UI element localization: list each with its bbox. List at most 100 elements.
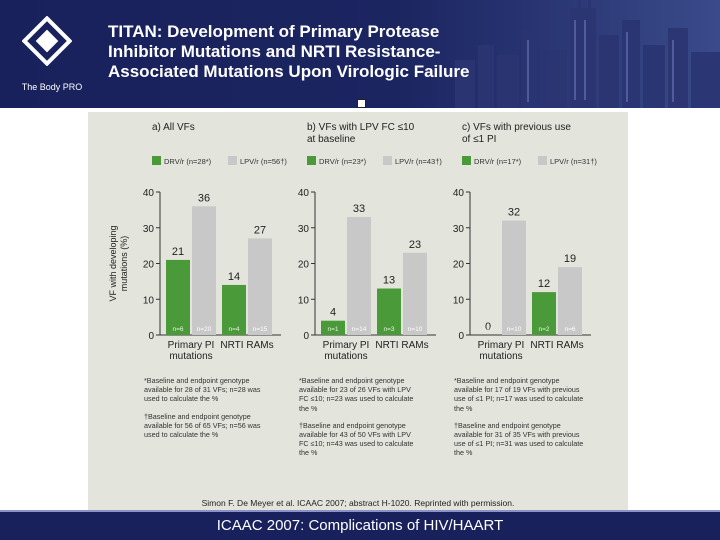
footnote-line: the % bbox=[454, 403, 473, 413]
footnote: †Baseline and endpoint genotype available… bbox=[299, 421, 413, 458]
y-tick-label: 20 bbox=[453, 260, 465, 271]
bar-charts: a) All VFs DRV/r (n=28*) LPV/r (n=56†) 0 10 2… bbox=[108, 122, 597, 362]
chart-title: c) VFs with previous use bbox=[462, 122, 571, 133]
footnote-line: available for 23 of 26 VFs with LPV bbox=[299, 385, 411, 395]
bar bbox=[222, 284, 246, 335]
y-tick-label: 10 bbox=[143, 295, 155, 306]
chart-title: at baseline bbox=[307, 134, 356, 145]
category-label: Primary PI bbox=[323, 340, 370, 351]
selection-marker bbox=[357, 99, 366, 108]
logo-text: The Body PRO bbox=[21, 82, 83, 92]
legend-label: LPV/r (n=56†) bbox=[240, 157, 287, 166]
title-line: TITAN: Development of Primary Protease bbox=[108, 22, 440, 41]
footnote-line: used to calculate the % bbox=[144, 430, 219, 439]
footnote-line: the % bbox=[454, 448, 473, 458]
chart-title: b) VFs with LPV FC ≤10 bbox=[307, 122, 415, 133]
legend-label: DRV/r (n=23*) bbox=[319, 157, 367, 166]
footer-divider bbox=[0, 510, 720, 512]
footnote-line: †Baseline and endpoint genotype bbox=[454, 420, 561, 430]
n-label: n=3 bbox=[383, 326, 394, 333]
n-label: n=10 bbox=[408, 326, 423, 333]
footnote-line: the % bbox=[299, 403, 318, 413]
category-label: mutations bbox=[479, 351, 522, 362]
footnote-line: used to calculate the % bbox=[144, 394, 219, 404]
footnote: †Baseline and endpoint genotype available… bbox=[454, 421, 583, 458]
footnote-line: FC ≤10; n=43 was used to calculate bbox=[299, 439, 414, 449]
data-label: 14 bbox=[228, 271, 240, 283]
footnote-line: available for 56 of 65 VFs; n=56 was bbox=[144, 420, 261, 430]
footnote: *Baseline and endpoint genotype available… bbox=[299, 376, 413, 413]
bar bbox=[248, 238, 272, 335]
legend-swatch bbox=[228, 156, 237, 165]
footnote-line: available for 31 of 35 VFs with previous bbox=[454, 430, 580, 439]
n-label: n=14 bbox=[352, 326, 367, 333]
n-label: n=6 bbox=[172, 326, 183, 333]
y-tick-label: 0 bbox=[458, 331, 464, 342]
footnotes-area: *Baseline and endpoint genotype available… bbox=[88, 112, 628, 510]
n-label: n=15 bbox=[253, 326, 268, 333]
bar bbox=[377, 288, 401, 335]
n-label: n=6 bbox=[564, 326, 575, 333]
y-tick-label: 0 bbox=[303, 331, 309, 342]
footnote-line: †Baseline and endpoint genotype bbox=[299, 420, 406, 430]
legend-swatch bbox=[383, 156, 392, 165]
body-pro-logo-icon bbox=[22, 16, 72, 66]
n-label: n=2 bbox=[538, 326, 549, 333]
bar bbox=[166, 259, 190, 335]
data-label: 33 bbox=[353, 203, 365, 215]
y-axis-label: mutations (%) bbox=[119, 236, 129, 292]
legend-label: DRV/r (n=17*) bbox=[474, 157, 522, 166]
category-label: Primary PI bbox=[168, 340, 215, 351]
legend-swatch bbox=[307, 156, 316, 165]
data-label: 4 bbox=[330, 307, 336, 319]
slide-title: TITAN: Development of Primary Protease I… bbox=[108, 22, 528, 82]
y-tick-label: 40 bbox=[143, 188, 155, 199]
data-label: 21 bbox=[172, 246, 184, 258]
n-label: n=1 bbox=[327, 326, 338, 333]
footer-banner: ICAAC 2007: Complications of HIV/HAART bbox=[0, 512, 720, 540]
data-label: 19 bbox=[564, 253, 576, 265]
footnote: *Baseline and endpoint genotype available… bbox=[144, 376, 260, 404]
footnote-line: *Baseline and endpoint genotype bbox=[299, 376, 405, 385]
chart-title: a) All VFs bbox=[152, 122, 195, 133]
data-label: 0 bbox=[485, 321, 491, 333]
bar bbox=[532, 292, 556, 335]
category-label: mutations bbox=[169, 351, 212, 362]
footnote: *Baseline and endpoint genotype available… bbox=[454, 376, 583, 413]
slide-header: The Body PRO TITAN: Development of Prima… bbox=[0, 0, 720, 108]
skyline-image bbox=[0, 0, 720, 108]
bar bbox=[347, 217, 371, 335]
data-label: 27 bbox=[254, 224, 266, 236]
n-label: n=20 bbox=[197, 326, 212, 333]
footnote-line: FC ≤10; n=23 was used to calculate bbox=[299, 394, 414, 404]
bar bbox=[558, 267, 582, 335]
data-label: 13 bbox=[383, 275, 395, 287]
chart-title: of ≤1 PI bbox=[462, 134, 496, 145]
footnote-line: *Baseline and endpoint genotype bbox=[144, 376, 250, 385]
bar bbox=[403, 252, 427, 335]
bar bbox=[192, 206, 216, 335]
title-line: Associated Mutations Upon Virologic Fail… bbox=[108, 62, 470, 81]
chart-panel: a) All VFs DRV/r (n=28*) LPV/r (n=56†) 0 10 2… bbox=[88, 112, 628, 510]
title-line: Inhibitor Mutations and NRTI Resistance- bbox=[108, 42, 441, 61]
category-label: mutations bbox=[324, 351, 367, 362]
footnote-line: available for 17 of 19 VFs with previous bbox=[454, 385, 580, 395]
y-tick-label: 30 bbox=[298, 224, 310, 235]
y-tick-label: 0 bbox=[148, 331, 154, 342]
y-tick-label: 20 bbox=[298, 260, 310, 271]
footnote-line: available for 43 of 50 VFs with LPV bbox=[299, 430, 411, 439]
data-label: 36 bbox=[198, 192, 210, 204]
category-label: NRTI RAMs bbox=[530, 340, 583, 351]
y-tick-label: 10 bbox=[453, 295, 465, 306]
y-tick-label: 30 bbox=[143, 224, 155, 235]
footnote: †Baseline and endpoint genotype available… bbox=[144, 412, 260, 440]
footnote-line: use of ≤1 PI; n=17 was used to calculate bbox=[454, 394, 584, 404]
category-label: NRTI RAMs bbox=[375, 340, 428, 351]
data-label: 12 bbox=[538, 278, 550, 290]
bar bbox=[321, 320, 345, 335]
footnote-line: the % bbox=[299, 448, 318, 458]
footnote-line: *Baseline and endpoint genotype bbox=[454, 376, 560, 385]
y-tick-label: 30 bbox=[453, 224, 465, 235]
footnote-line: †Baseline and endpoint genotype bbox=[144, 411, 251, 421]
legend-swatch bbox=[462, 156, 471, 165]
